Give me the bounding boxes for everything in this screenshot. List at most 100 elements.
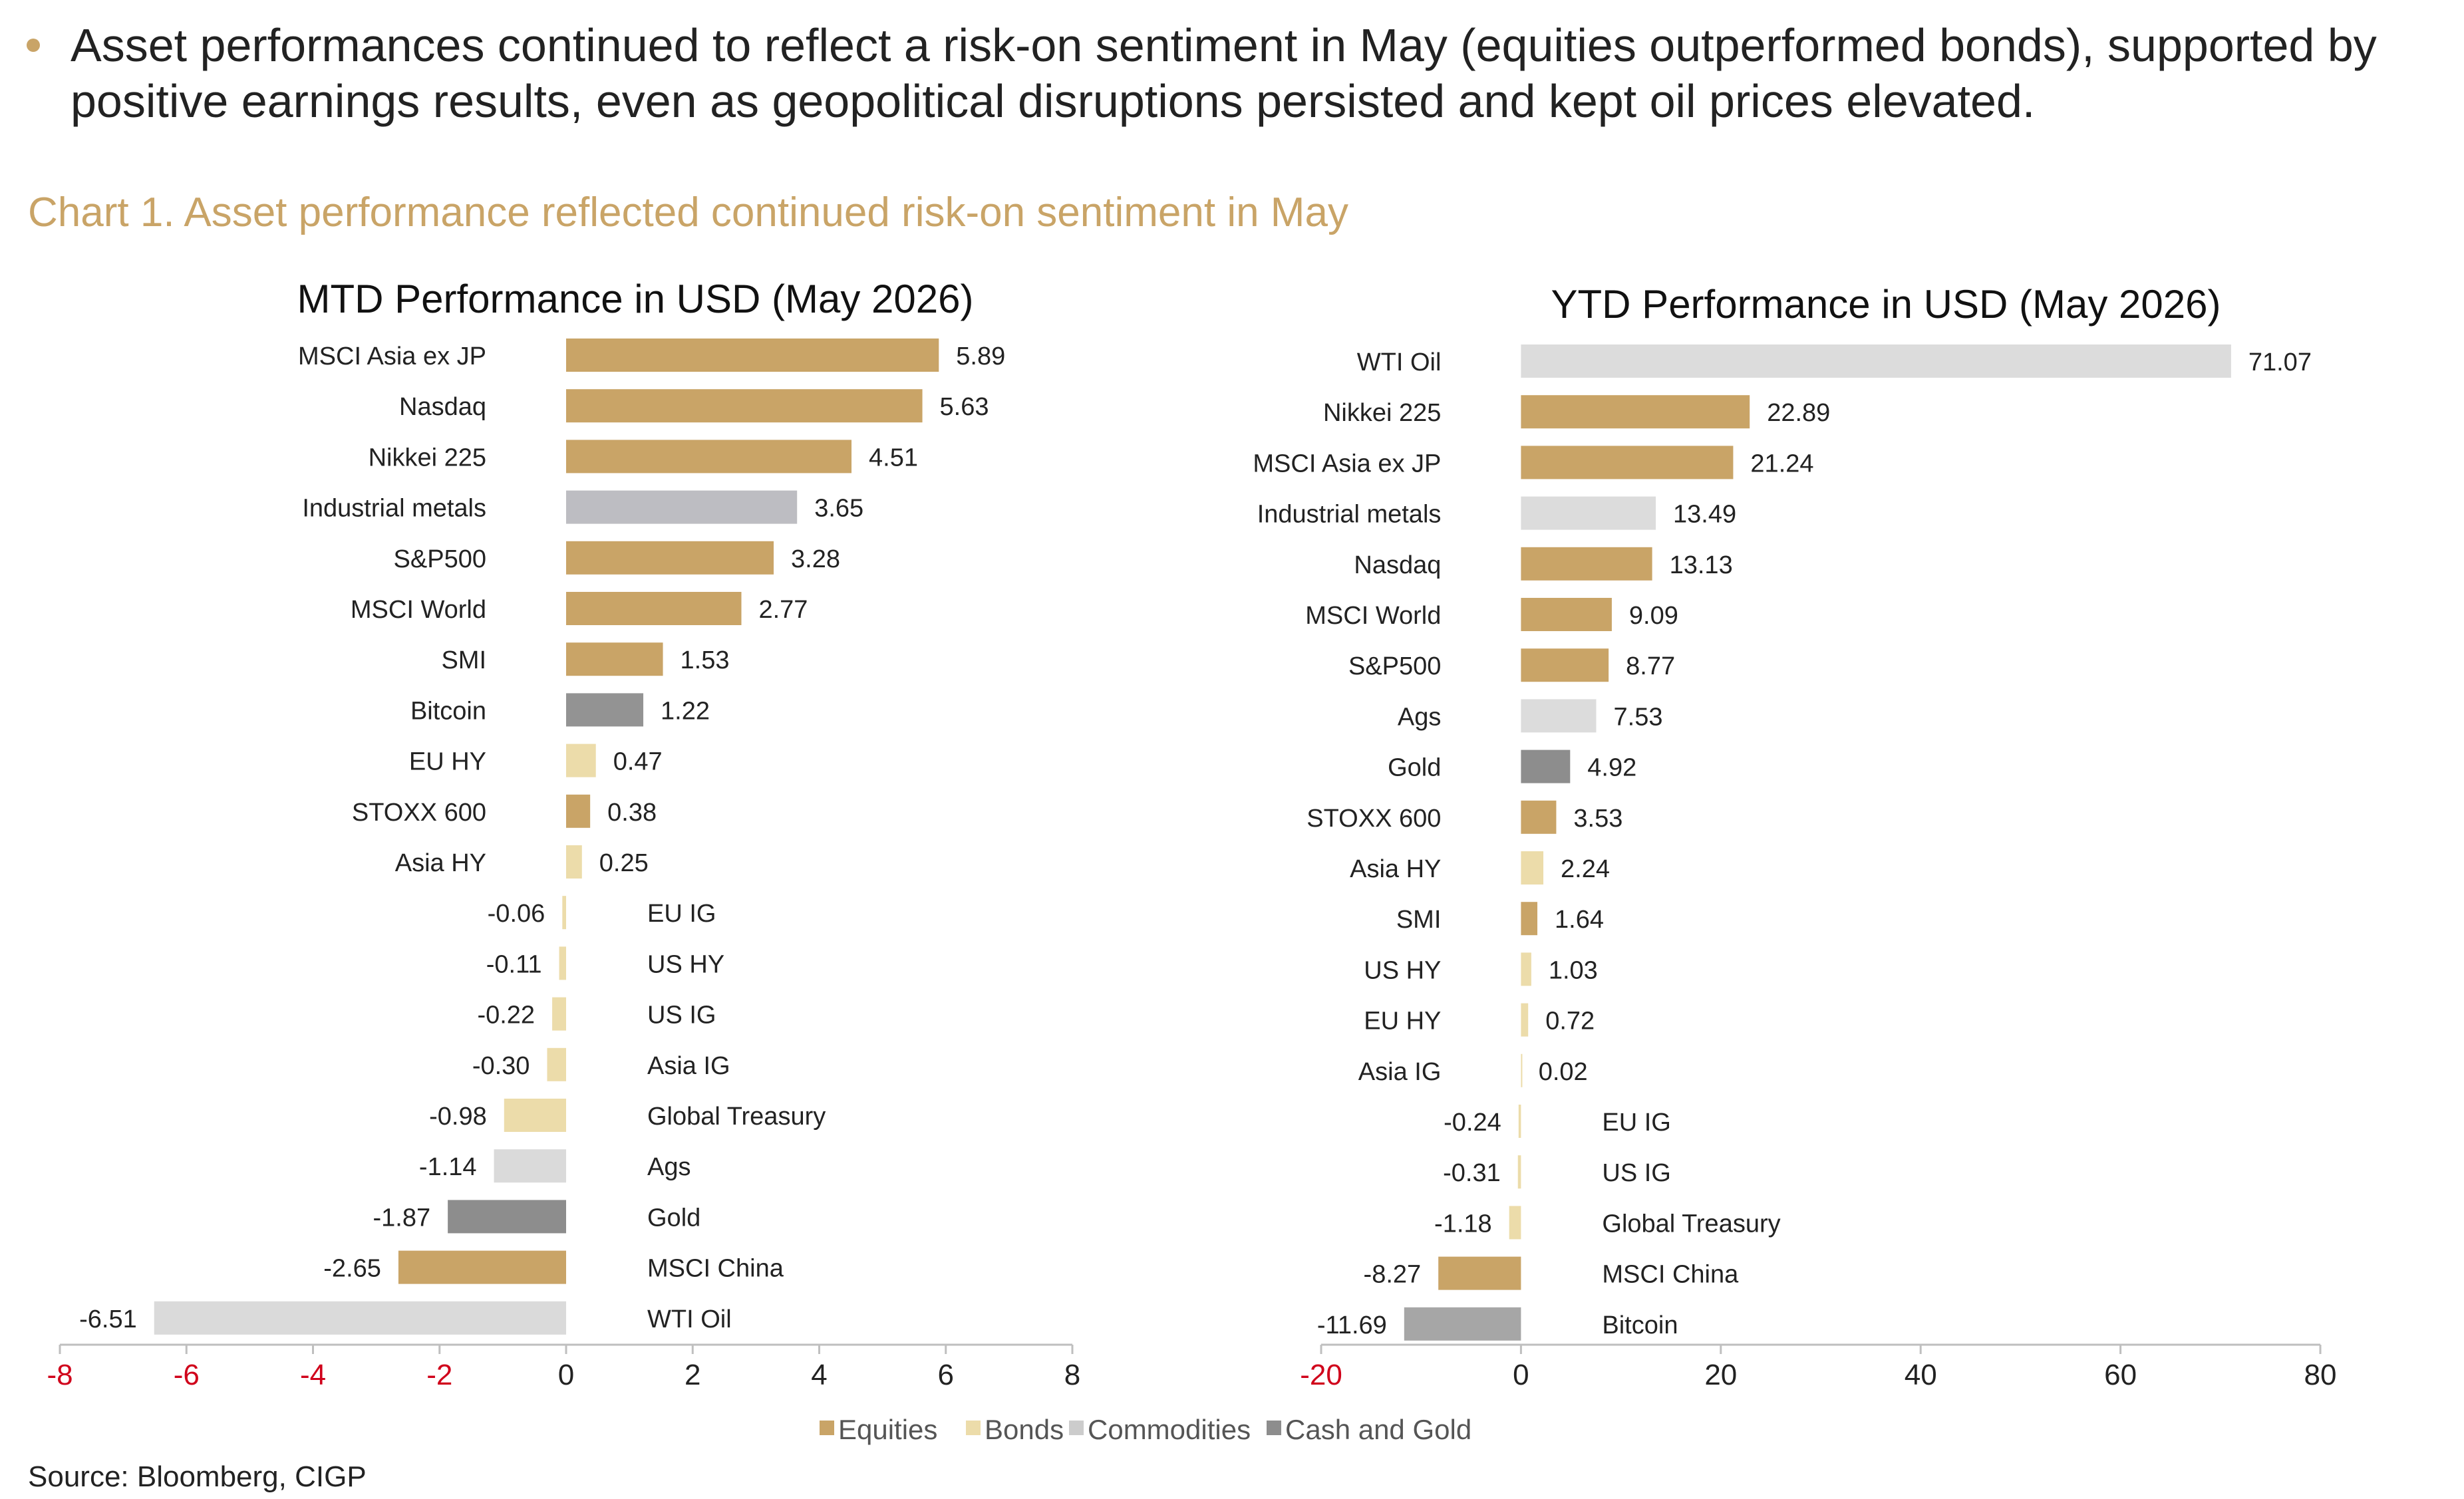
mtd-value-label: -2.65 — [323, 1255, 381, 1283]
ytd-bar — [1521, 446, 1734, 479]
mtd-category-label: Bitcoin — [410, 697, 486, 725]
mtd-category-label: MSCI Asia ex JP — [298, 342, 486, 370]
mtd-x-tick-label: -6 — [174, 1359, 200, 1391]
ytd-category-label: Nikkei 225 — [1323, 399, 1441, 427]
mtd-value-label: -0.06 — [488, 900, 545, 928]
ytd-bar — [1521, 598, 1612, 631]
ytd-bar — [1521, 1053, 1523, 1087]
mtd-category-label: SMI — [441, 646, 486, 674]
mtd-category-label: Gold — [647, 1204, 700, 1232]
ytd-value-label: 13.13 — [1670, 551, 1733, 579]
mtd-value-label: -0.22 — [477, 1002, 535, 1029]
ytd-category-label: STOXX 600 — [1307, 805, 1441, 833]
ytd-value-label: 71.07 — [2248, 348, 2312, 376]
mtd-bar — [566, 389, 923, 423]
mtd-x-tick-label: 4 — [811, 1359, 827, 1391]
ytd-value-label: 21.24 — [1750, 450, 1813, 477]
legend-swatch — [966, 1421, 981, 1435]
ytd-bar — [1521, 902, 1538, 936]
ytd-x-tick-label: 20 — [1704, 1359, 1737, 1391]
mtd-category-label: EU IG — [647, 900, 716, 928]
ytd-value-label: 0.72 — [1545, 1008, 1595, 1035]
mtd-value-label: 3.28 — [791, 545, 840, 573]
ytd-category-label: WTI Oil — [1357, 348, 1442, 376]
mtd-bar — [566, 592, 742, 625]
ytd-value-label: 2.24 — [1561, 855, 1610, 883]
mtd-category-label: US HY — [647, 950, 724, 978]
ytd-category-label: MSCI Asia ex JP — [1253, 450, 1441, 477]
mtd-category-label: Nasdaq — [399, 393, 486, 421]
ytd-category-label: MSCI China — [1602, 1261, 1739, 1289]
ytd-bar — [1438, 1256, 1521, 1290]
mtd-category-label: Industrial metals — [302, 495, 486, 523]
mtd-value-label: 2.77 — [758, 596, 808, 624]
ytd-category-label: Asia HY — [1350, 855, 1441, 883]
mtd-category-label: Asia IG — [647, 1052, 730, 1080]
ytd-chart-title: YTD Performance in USD (May 2026) — [1551, 282, 2221, 327]
mtd-bar — [448, 1200, 566, 1234]
mtd-category-label: WTI Oil — [647, 1305, 732, 1333]
ytd-bar — [1404, 1307, 1521, 1341]
source-note: Source: Bloomberg, CIGP — [28, 1460, 367, 1493]
bullet-icon — [27, 39, 40, 52]
legend-swatch — [1267, 1421, 1281, 1435]
ytd-value-label: 7.53 — [1614, 703, 1663, 731]
mtd-value-label: -0.30 — [472, 1052, 530, 1080]
mtd-category-label: MSCI World — [351, 596, 486, 624]
mtd-x-tick-label: 2 — [685, 1359, 700, 1391]
ytd-category-label: SMI — [1396, 906, 1442, 934]
mtd-bar — [566, 693, 644, 727]
ytd-bar — [1521, 648, 1609, 682]
mtd-category-label: MSCI China — [647, 1255, 784, 1283]
ytd-value-label: -0.24 — [1444, 1109, 1501, 1137]
legend-swatch — [1069, 1421, 1084, 1435]
mtd-bar — [566, 845, 582, 879]
ytd-category-label: S&P500 — [1348, 652, 1441, 680]
mtd-value-label: 0.47 — [613, 748, 663, 776]
mtd-bar — [547, 1047, 566, 1081]
mtd-x-tick-label: -2 — [426, 1359, 452, 1391]
ytd-category-label: US IG — [1602, 1159, 1670, 1187]
mtd-bar — [566, 440, 852, 474]
ytd-bar — [1521, 1003, 1529, 1037]
ytd-value-label: -11.69 — [1317, 1311, 1387, 1339]
ytd-x-tick-label: 40 — [1905, 1359, 1937, 1391]
ytd-category-label: Gold — [1388, 754, 1441, 782]
ytd-category-label: US HY — [1364, 956, 1441, 984]
mtd-value-label: 1.22 — [661, 697, 710, 725]
ytd-category-label: EU HY — [1364, 1008, 1441, 1035]
ytd-category-label: Industrial metals — [1257, 501, 1442, 529]
ytd-value-label: 1.03 — [1549, 956, 1598, 984]
mtd-category-label: Nikkei 225 — [369, 444, 486, 472]
mtd-value-label: -6.51 — [79, 1305, 137, 1333]
ytd-category-label: Bitcoin — [1602, 1311, 1678, 1339]
ytd-value-label: 22.89 — [1767, 399, 1830, 427]
mtd-value-label: -0.11 — [486, 950, 542, 978]
mtd-value-label: -0.98 — [429, 1103, 487, 1131]
mtd-bar — [566, 744, 596, 777]
intro-text: Asset performances continued to reflect … — [71, 19, 2377, 127]
mtd-category-label: STOXX 600 — [352, 799, 486, 827]
mtd-x-tick-label: 6 — [938, 1359, 954, 1391]
mtd-bar — [566, 541, 774, 575]
ytd-x-tick-label: 0 — [1513, 1359, 1529, 1391]
mtd-bar — [494, 1149, 566, 1183]
legend-label: Cash and Gold — [1285, 1414, 1471, 1445]
ytd-x-tick-label: 60 — [2104, 1359, 2137, 1391]
ytd-category-label: Ags — [1398, 703, 1441, 731]
ytd-value-label: -8.27 — [1364, 1261, 1422, 1289]
mtd-value-label: -1.14 — [419, 1153, 477, 1181]
mtd-value-label: -1.87 — [373, 1204, 430, 1232]
mtd-bar — [398, 1250, 566, 1284]
legend-label: Commodities — [1088, 1414, 1251, 1445]
ytd-category-label: EU IG — [1602, 1109, 1670, 1137]
legend-label: Equities — [838, 1414, 937, 1445]
ytd-bar — [1521, 547, 1652, 581]
mtd-value-label: 1.53 — [681, 646, 730, 674]
mtd-bar — [566, 642, 663, 676]
mtd-value-label: 3.65 — [814, 495, 863, 523]
mtd-category-label: Asia HY — [395, 849, 486, 877]
mtd-bar — [559, 946, 566, 980]
mtd-bar — [566, 490, 798, 524]
